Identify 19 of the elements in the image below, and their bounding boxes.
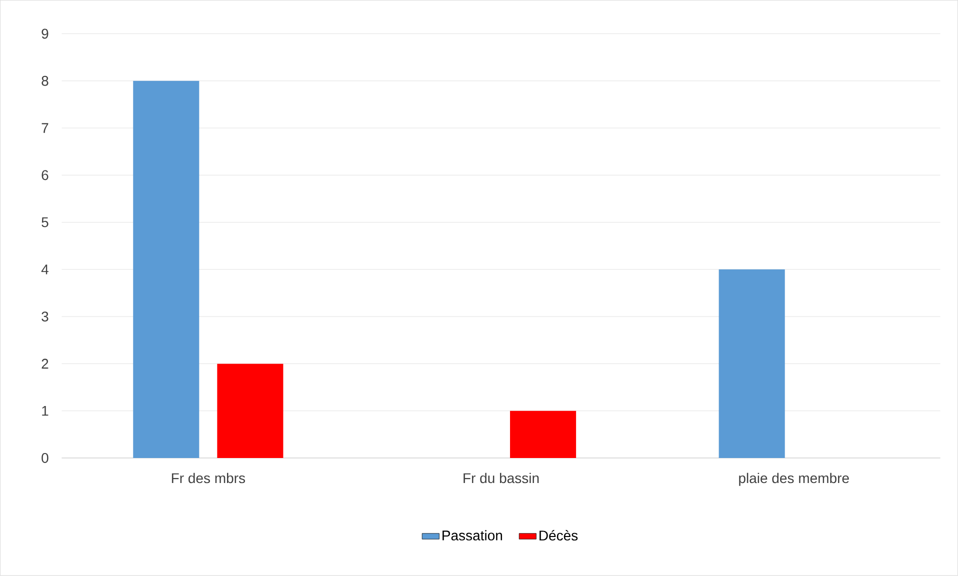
y-tick-label: 6 (42, 170, 48, 180)
x-tick-label: Fr du bassin (464, 472, 539, 484)
legend-label: Passation (442, 530, 502, 541)
bar (217, 364, 284, 458)
y-tick-label: 7 (42, 123, 48, 133)
y-tick-label: 4 (41, 264, 48, 274)
y-tick-label: 0 (42, 453, 48, 464)
x-tick-label: Fr des mbrs (172, 472, 246, 484)
x-tick-label: plaie des membre (739, 472, 849, 486)
y-tick-label: 9 (42, 28, 48, 39)
y-tick-label: 8 (42, 76, 48, 86)
y-tick-label: 2 (42, 358, 48, 369)
legend-label: Décès (540, 530, 578, 541)
y-tick-label: 5 (42, 218, 48, 228)
bar (718, 270, 785, 458)
y-tick-label: 1 (42, 406, 48, 416)
bar (510, 410, 576, 458)
bar (133, 80, 200, 458)
y-tick-label: 3 (42, 312, 48, 322)
